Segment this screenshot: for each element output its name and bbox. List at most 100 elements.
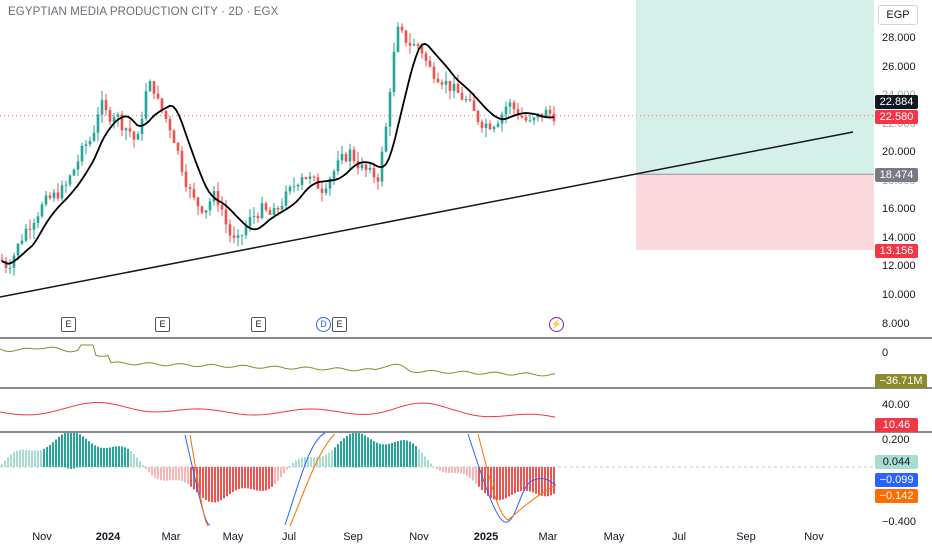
- candle-body: [460, 92, 464, 100]
- candle-body: [0, 259, 4, 262]
- volume-axis-zero: 0: [882, 347, 889, 359]
- candle-body: [384, 126, 388, 152]
- time-tick: May: [603, 531, 625, 543]
- candle-body: [368, 167, 372, 170]
- osc-histogram-bar: [13, 452, 15, 467]
- osc-histogram-bar: [64, 433, 66, 468]
- candle-body: [336, 160, 340, 172]
- candle-body: [448, 80, 452, 91]
- osc-histogram-bar: [76, 433, 78, 468]
- symbol-title[interactable]: EGYPTIAN MEDIA PRODUCTION CITY · 2D · EG…: [8, 6, 279, 18]
- candle-body: [44, 195, 48, 205]
- osc-histogram-bar: [214, 467, 216, 503]
- osc-histogram-bar: [37, 450, 39, 467]
- osc-histogram-bar: [358, 433, 360, 468]
- osc-histogram-bar: [172, 467, 174, 481]
- candle-body: [52, 192, 56, 199]
- time-tick: Sep: [736, 531, 756, 543]
- osc-histogram-bar: [442, 467, 444, 473]
- price-tick: 14.000: [882, 232, 916, 244]
- candle-body: [156, 93, 160, 99]
- osc-histogram-bar: [43, 448, 45, 467]
- news-flash-icon[interactable]: ⚡: [549, 317, 564, 332]
- time-tick: Mar: [161, 531, 181, 543]
- osc-histogram-bar: [505, 467, 507, 499]
- candle-body: [88, 140, 92, 145]
- candle-body: [60, 185, 64, 199]
- candle-body: [32, 222, 36, 230]
- osc-histogram-bar: [178, 467, 180, 481]
- time-tick: Sep: [343, 531, 363, 543]
- candle-body: [324, 188, 328, 193]
- candle-body: [96, 114, 100, 133]
- macd-line: [284, 432, 326, 526]
- earnings-event-icon[interactable]: E: [251, 317, 266, 332]
- candle-body: [340, 153, 344, 161]
- osc-histogram-bar: [292, 463, 294, 467]
- volume-value-tag: −36.71M: [875, 374, 927, 388]
- osc-histogram-bar: [466, 467, 468, 476]
- candle-body: [504, 106, 508, 115]
- price-tick: 28.000: [882, 32, 916, 44]
- osc-histogram-bar: [280, 467, 282, 478]
- osc-histogram-bar: [427, 460, 429, 467]
- macd-line: [184, 434, 211, 526]
- osc-histogram-bar: [367, 437, 369, 467]
- osc-histogram-bar: [10, 454, 12, 467]
- candle-body: [456, 83, 460, 93]
- osc-histogram-bar: [88, 441, 90, 467]
- osc-histogram-bar: [286, 467, 288, 470]
- candle-body: [488, 123, 492, 130]
- earnings-event-icon[interactable]: E: [61, 317, 76, 332]
- candle-body: [348, 149, 352, 162]
- candle-body: [108, 110, 112, 122]
- osc-histogram-bar: [469, 467, 471, 478]
- osc-histogram-bar: [79, 434, 81, 467]
- time-tick: Mar: [538, 531, 558, 543]
- candle-body: [396, 26, 400, 52]
- candle-body: [516, 109, 520, 116]
- candle-body: [284, 191, 288, 206]
- osc-histogram-bar: [289, 466, 291, 467]
- candle-body: [400, 26, 404, 31]
- earnings-event-icon[interactable]: E: [155, 317, 170, 332]
- osc-histogram-bar: [406, 440, 408, 467]
- dividend-event-icon[interactable]: D: [316, 317, 331, 332]
- osc-histogram-bar: [502, 467, 504, 500]
- candle-body: [120, 114, 124, 131]
- candle-body: [76, 161, 80, 170]
- osc-histogram-bar: [256, 467, 258, 491]
- candle-body: [432, 66, 436, 79]
- osc-histogram-bar: [205, 467, 207, 501]
- osc-histogram-bar: [142, 465, 144, 467]
- candle-body: [84, 144, 88, 146]
- osc-histogram-bar: [310, 457, 312, 467]
- candle-body: [168, 119, 172, 131]
- osc-histogram-bar: [277, 467, 279, 481]
- osc-histogram-bar: [115, 446, 117, 467]
- candle-body: [360, 164, 364, 169]
- osc-line1-tag: −0.099: [875, 473, 918, 487]
- time-tick: 2025: [473, 531, 499, 543]
- candle-body: [104, 100, 108, 111]
- candle-body: [212, 191, 216, 202]
- osc-histogram-bar: [301, 457, 303, 467]
- candle-body: [496, 123, 500, 127]
- osc-histogram-bar: [160, 467, 162, 481]
- osc-histogram-bar: [259, 467, 261, 491]
- currency-selector[interactable]: EGP: [878, 5, 918, 25]
- candle-body: [8, 267, 12, 269]
- osc-histogram-bar: [532, 467, 534, 493]
- time-tick: Jul: [281, 531, 297, 543]
- osc-histogram-bar: [385, 444, 387, 467]
- candle-body: [216, 191, 220, 206]
- osc-histogram-bar: [415, 446, 417, 467]
- osc-histogram-bar: [181, 467, 183, 482]
- time-tick: Jul: [671, 531, 687, 543]
- osc-histogram-bar: [325, 454, 327, 467]
- earnings-event-icon[interactable]: E: [332, 317, 347, 332]
- osc-histogram-bar: [7, 457, 9, 467]
- candle-body: [444, 80, 448, 85]
